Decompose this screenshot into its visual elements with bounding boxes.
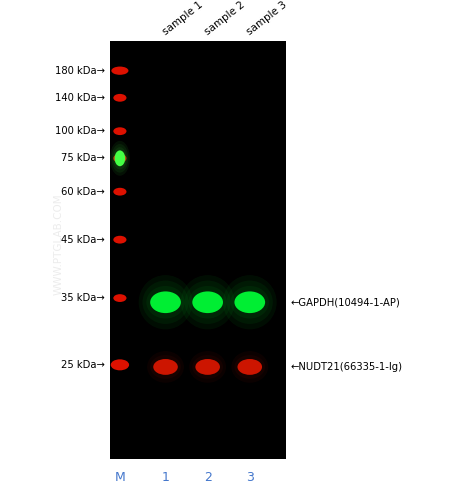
Ellipse shape: [189, 351, 226, 383]
Text: sample 1: sample 1: [161, 0, 205, 37]
Text: 140 kDa→: 140 kDa→: [55, 93, 105, 103]
Ellipse shape: [227, 281, 273, 324]
Ellipse shape: [234, 355, 265, 379]
Ellipse shape: [113, 127, 126, 135]
Ellipse shape: [113, 154, 126, 163]
Ellipse shape: [146, 286, 185, 319]
Ellipse shape: [113, 236, 126, 244]
Ellipse shape: [184, 281, 231, 324]
Ellipse shape: [153, 359, 178, 375]
Text: ←GAPDH(10494-1-AP): ←GAPDH(10494-1-AP): [290, 297, 400, 307]
Ellipse shape: [112, 144, 128, 173]
Ellipse shape: [192, 291, 223, 313]
Ellipse shape: [143, 281, 189, 324]
Text: sample 3: sample 3: [245, 0, 289, 37]
Ellipse shape: [231, 351, 268, 383]
Ellipse shape: [195, 359, 220, 375]
Ellipse shape: [230, 286, 269, 319]
Text: sample 2: sample 2: [203, 0, 247, 37]
Text: WWW.PTGLAB.COM: WWW.PTGLAB.COM: [54, 193, 63, 295]
Ellipse shape: [111, 359, 129, 370]
Text: 75 kDa→: 75 kDa→: [61, 153, 105, 163]
Text: 60 kDa→: 60 kDa→: [61, 187, 105, 197]
Ellipse shape: [113, 294, 126, 302]
Text: 2: 2: [204, 471, 211, 484]
Ellipse shape: [147, 351, 184, 383]
Text: 180 kDa→: 180 kDa→: [55, 66, 105, 76]
Ellipse shape: [150, 355, 181, 379]
Ellipse shape: [113, 94, 126, 102]
Ellipse shape: [113, 147, 127, 169]
Ellipse shape: [111, 66, 128, 75]
Bar: [110, 41, 286, 459]
Ellipse shape: [223, 275, 277, 329]
Text: ←NUDT21(66335-1-Ig): ←NUDT21(66335-1-Ig): [290, 362, 402, 372]
Ellipse shape: [110, 141, 130, 176]
Text: 100 kDa→: 100 kDa→: [55, 126, 105, 136]
Ellipse shape: [238, 359, 262, 375]
Text: 25 kDa→: 25 kDa→: [61, 360, 105, 370]
Ellipse shape: [192, 355, 223, 379]
Text: 3: 3: [246, 471, 254, 484]
Ellipse shape: [115, 150, 125, 166]
Text: 35 kDa→: 35 kDa→: [61, 293, 105, 303]
Ellipse shape: [150, 291, 181, 313]
Ellipse shape: [139, 275, 193, 329]
Ellipse shape: [113, 188, 126, 196]
Text: 45 kDa→: 45 kDa→: [61, 235, 105, 244]
Ellipse shape: [234, 291, 265, 313]
Text: 1: 1: [162, 471, 170, 484]
Ellipse shape: [189, 286, 227, 319]
Ellipse shape: [181, 275, 234, 329]
Text: M: M: [115, 471, 125, 484]
